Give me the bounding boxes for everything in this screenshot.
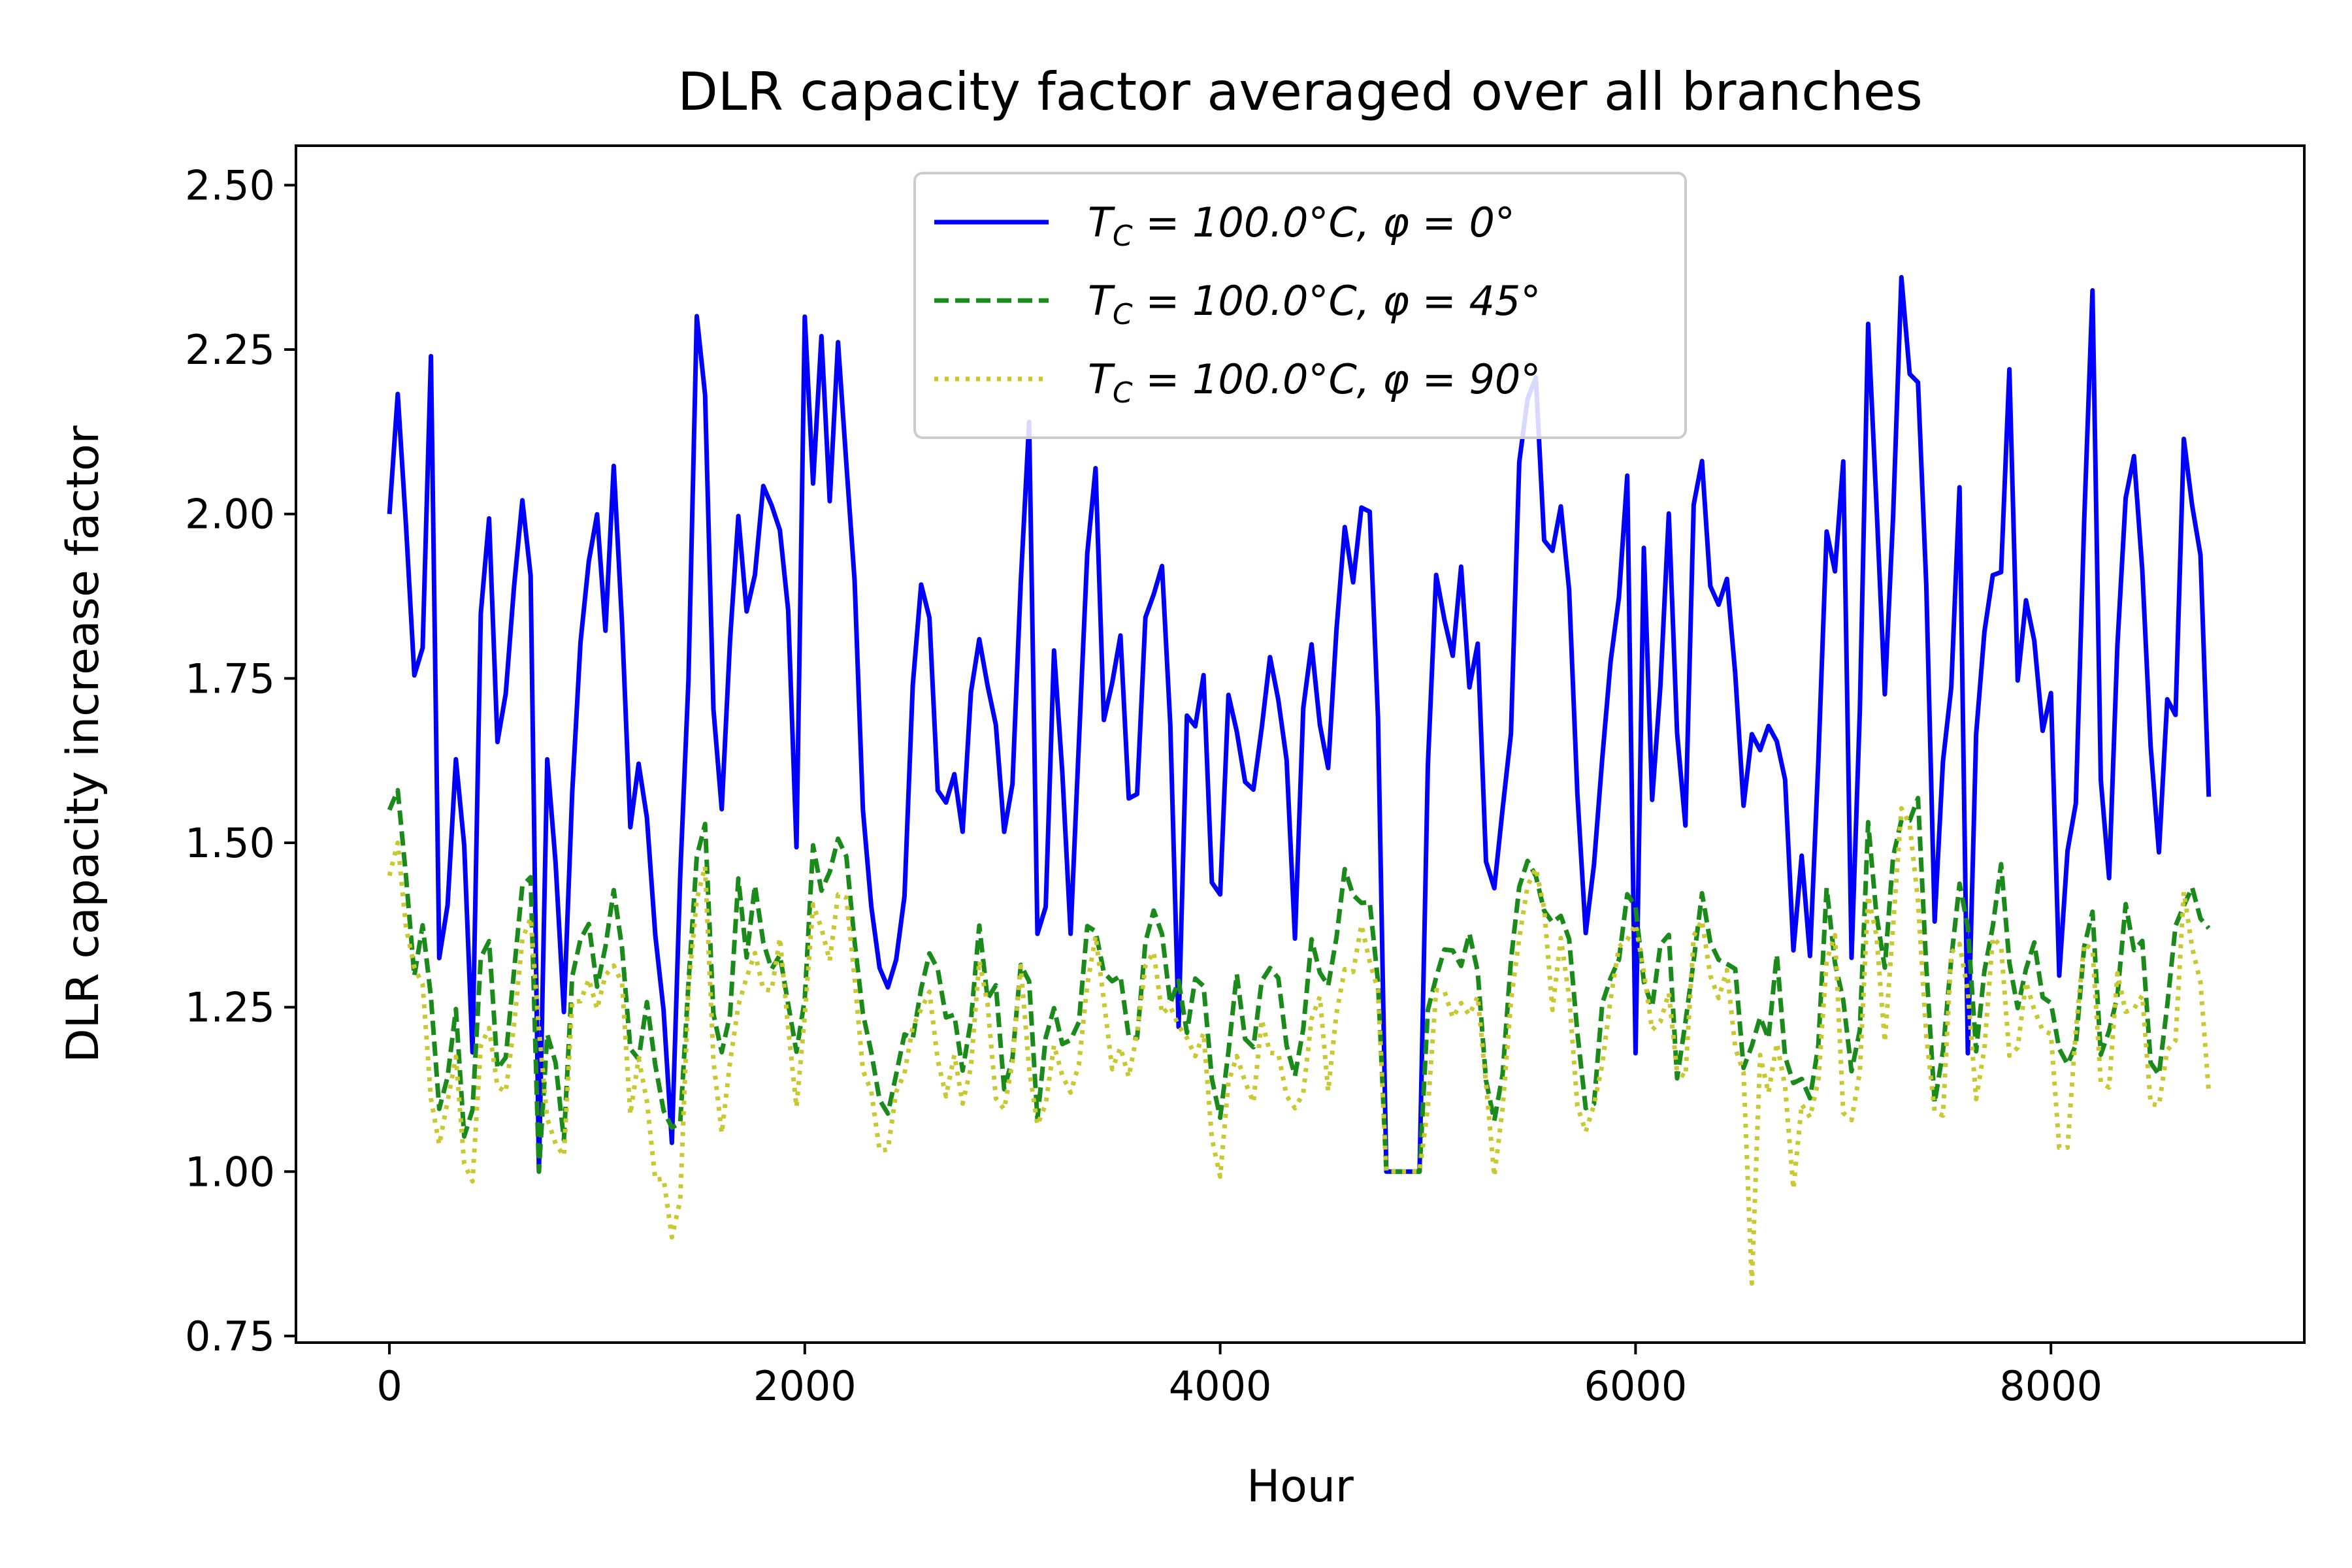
legend-box	[913, 172, 1687, 439]
x-tick-label: 8000	[1999, 1362, 2102, 1410]
y-tick-label: 2.25	[185, 326, 275, 374]
series-line-1	[387, 788, 2211, 1174]
legend-label-1: TC = 100.0°C, φ = 45°	[1088, 277, 1541, 331]
y-tick-label: 0.75	[185, 1313, 275, 1360]
series-layer	[387, 274, 2212, 1286]
y-tick-label: 2.50	[185, 161, 275, 209]
y-tick-label: 1.50	[185, 819, 275, 867]
legend-label-0: TC = 100.0°C, φ = 0°	[1088, 199, 1515, 253]
chart-title: DLR capacity factor averaged over all br…	[678, 61, 1923, 122]
x-axis-label: Hour	[1247, 1461, 1354, 1512]
y-tick-label: 1.25	[185, 984, 275, 1032]
plot-frame	[295, 144, 2306, 1344]
y-tick-label: 1.75	[185, 655, 275, 702]
ticks-layer: 0 2000 4000 6000 8000 0.75 1.00 1.25 1.50 1.75 2.0…	[185, 161, 2102, 1410]
y-tick-label: 1.00	[185, 1148, 275, 1196]
legend: TC = 100.0°C, φ = 0° TC = 100.0°C, φ = 45…	[913, 172, 1687, 439]
x-tick-label: 4000	[1169, 1362, 1272, 1410]
series-line-0	[387, 274, 2212, 1174]
series-line-2	[387, 806, 2212, 1286]
x-tick-label: 0	[376, 1362, 402, 1410]
x-tick-label: 6000	[1584, 1362, 1687, 1410]
y-axis-label: DLR capacity increase factor	[57, 425, 109, 1062]
legend-label-2: TC = 100.0°C, φ = 90°	[1088, 355, 1541, 410]
x-tick-label: 2000	[753, 1362, 857, 1410]
y-tick-label: 2.00	[185, 491, 275, 538]
